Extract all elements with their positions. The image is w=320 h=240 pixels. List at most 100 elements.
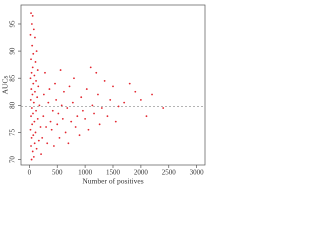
point	[45, 126, 47, 128]
point	[50, 128, 53, 131]
point	[32, 28, 35, 31]
point	[33, 120, 36, 123]
point	[80, 96, 83, 99]
point	[128, 82, 131, 85]
y-tick-label: 75	[9, 128, 17, 136]
point	[109, 99, 112, 101]
point	[58, 136, 61, 139]
point	[35, 50, 38, 53]
x-tick-label: 1000	[78, 169, 93, 177]
point	[93, 112, 95, 115]
point	[145, 115, 148, 118]
x-tick-label: 2500	[162, 169, 177, 177]
point	[31, 66, 34, 69]
point	[30, 12, 32, 15]
y-tick-label: 80	[9, 101, 17, 109]
point	[36, 69, 39, 71]
point	[55, 99, 58, 101]
point	[35, 109, 37, 112]
point	[42, 115, 45, 118]
point	[32, 101, 35, 104]
chart: Number of positives AUCs 0 500 1000 1500 200…	[1, 4, 206, 186]
point	[35, 80, 37, 82]
point	[61, 117, 64, 120]
point	[64, 131, 67, 134]
point	[30, 23, 33, 25]
x-tick-label: 1500	[106, 169, 121, 177]
point	[30, 58, 32, 61]
y-tick-label: 70	[9, 156, 17, 164]
point	[30, 88, 33, 90]
point	[30, 107, 33, 109]
point	[47, 101, 50, 104]
point	[87, 128, 90, 131]
point	[63, 90, 65, 93]
point	[33, 142, 36, 145]
point	[34, 90, 36, 93]
point	[30, 145, 32, 147]
point	[66, 107, 69, 109]
point	[29, 33, 32, 36]
point	[29, 128, 32, 131]
y-tick-label: 95	[9, 20, 17, 28]
point	[32, 155, 35, 158]
y-tick-label: 90	[9, 47, 17, 55]
point	[68, 85, 71, 88]
point	[40, 153, 42, 156]
point	[78, 134, 81, 137]
point	[34, 61, 37, 63]
point	[70, 120, 73, 123]
point	[162, 107, 165, 109]
point	[32, 52, 35, 55]
point	[56, 123, 59, 126]
point	[37, 139, 40, 142]
point	[52, 145, 55, 147]
point	[85, 88, 88, 90]
point	[71, 101, 74, 104]
x-tick-label: 3000	[190, 169, 205, 177]
y-tick-label: 85	[9, 74, 17, 82]
point	[103, 80, 106, 82]
point	[76, 115, 79, 118]
point	[35, 147, 38, 150]
point	[134, 90, 137, 93]
point	[32, 112, 34, 115]
x-tick-label: 500	[52, 169, 63, 177]
point	[41, 136, 44, 139]
x-axis-label: Number of positives	[82, 177, 143, 186]
point	[81, 109, 84, 112]
x-tick-label: 2000	[134, 169, 149, 177]
x-tick-label: 0	[28, 169, 32, 177]
point	[39, 126, 42, 128]
point	[89, 66, 92, 69]
point	[32, 82, 35, 85]
point	[34, 36, 36, 39]
point	[74, 126, 77, 128]
point	[36, 117, 39, 120]
point	[42, 93, 45, 96]
point	[31, 44, 34, 47]
point	[57, 112, 60, 115]
point	[36, 96, 39, 99]
point	[67, 142, 70, 145]
point	[46, 142, 49, 145]
point	[44, 71, 46, 74]
point	[38, 104, 41, 107]
point	[95, 71, 98, 74]
point	[29, 99, 32, 101]
point	[31, 150, 34, 153]
y-axis-label: AUCs	[1, 76, 10, 95]
point	[31, 93, 34, 96]
point	[48, 88, 51, 90]
point	[98, 123, 101, 126]
point	[106, 115, 109, 118]
point	[31, 14, 34, 17]
point	[30, 71, 33, 74]
point	[30, 158, 33, 161]
point	[51, 109, 54, 112]
point	[84, 117, 87, 120]
point	[37, 85, 40, 88]
point	[112, 85, 114, 88]
point	[139, 99, 142, 101]
point	[49, 120, 52, 123]
